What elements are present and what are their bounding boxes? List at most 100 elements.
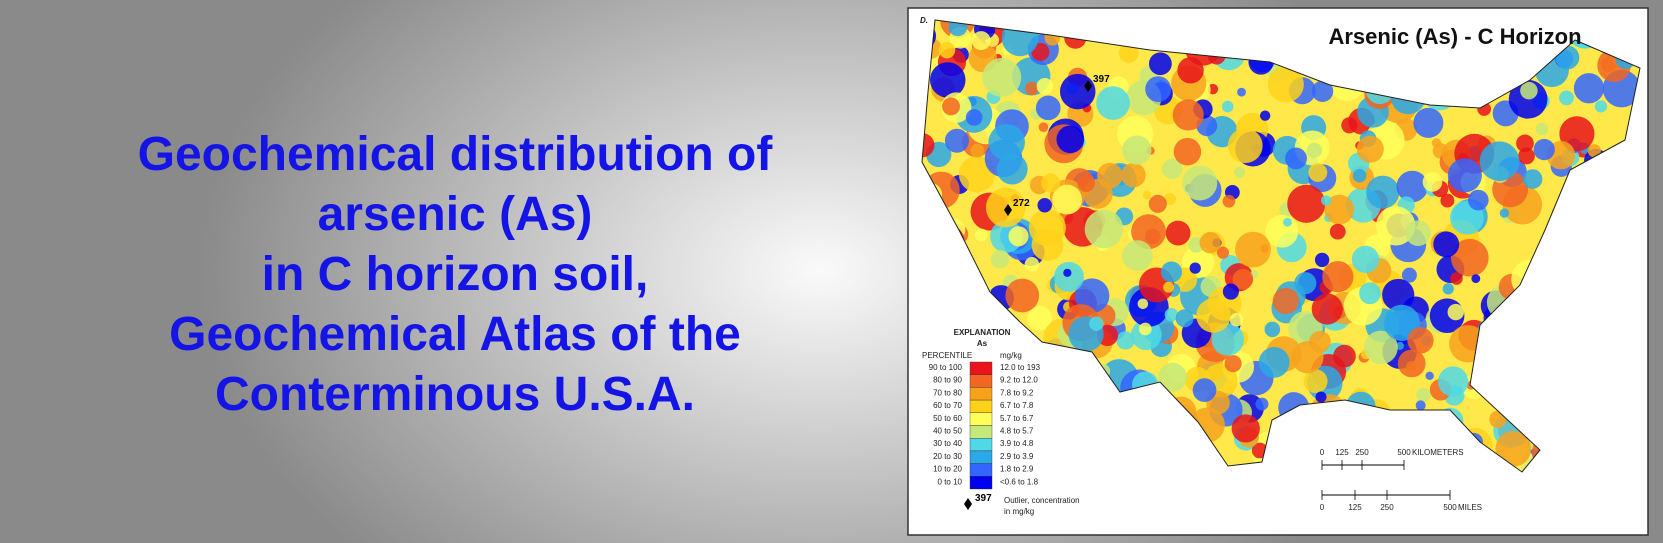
legend-percentile: 90 to 100: [929, 363, 963, 372]
scale-label: 250: [1355, 448, 1369, 457]
scale-label: 500: [1443, 503, 1457, 512]
map-blob: [1522, 169, 1543, 189]
legend-range: 3.9 to 4.8: [1000, 439, 1034, 448]
map-blob: [1097, 162, 1123, 189]
legend-swatch: [969, 399, 993, 414]
map-blob: [1308, 163, 1328, 182]
legend-percentile-header: PERCENTILE: [922, 351, 972, 360]
map-blob: [1131, 214, 1166, 250]
map-blob: [1074, 278, 1110, 313]
map-blob: [1352, 168, 1367, 183]
map-blob: [1142, 190, 1152, 200]
map-blob: [1264, 321, 1281, 338]
legend-percentile: 0 to 10: [938, 477, 963, 486]
map-blob: [1096, 86, 1130, 120]
map-blob: [1063, 268, 1072, 277]
legend-outlier-value: 397: [975, 493, 992, 504]
scale-label: 500: [1397, 448, 1411, 457]
map-blob: [1415, 400, 1426, 411]
map-blob: [990, 249, 1010, 269]
map-blob: [1499, 208, 1510, 218]
map-blob: [1148, 194, 1167, 213]
legend-percentile: 60 to 70: [933, 401, 962, 410]
legend-swatch: [969, 438, 993, 452]
map-blob: [1533, 138, 1555, 161]
panel-label: D.: [920, 16, 928, 25]
legend-range: 2.9 to 3.9: [1000, 452, 1034, 461]
map-blob: [1272, 287, 1299, 315]
map-title: Arsenic (As) - C Horizon: [1328, 24, 1581, 49]
map-blob: [1148, 52, 1172, 76]
map-blob: [1382, 278, 1415, 312]
map-blob: [1559, 90, 1574, 106]
map-blob: [1324, 194, 1355, 225]
map-blob: [1122, 135, 1152, 165]
map-blob: [1189, 262, 1201, 274]
map-blob: [1222, 283, 1239, 300]
map-blob: [1587, 144, 1601, 158]
legend-swatch: [969, 463, 993, 477]
outlier-marker: [1004, 204, 1012, 216]
outlier-label: 272: [1013, 198, 1030, 209]
map-blob: [975, 228, 988, 242]
map-blob: [1052, 184, 1082, 215]
map-blob: [1041, 173, 1061, 193]
map-blob: [1431, 138, 1442, 148]
legend-swatch: [969, 450, 993, 464]
map-blob: [1479, 141, 1520, 182]
outlier-marker: [1084, 80, 1092, 92]
map-blob: [1089, 316, 1104, 331]
map-blob: [1121, 162, 1146, 188]
map-blob: [1405, 220, 1432, 247]
map-blob: [1037, 197, 1052, 213]
map-blob: [1359, 282, 1381, 305]
legend-outlier-text: Outlier, concentration: [1004, 496, 1080, 505]
map-blob: [1450, 238, 1489, 277]
map-blob: [1376, 206, 1416, 246]
legend-percentile: 30 to 40: [933, 439, 962, 448]
map-blob: [1311, 80, 1334, 102]
map-blob: [1450, 272, 1463, 285]
map-blob: [944, 128, 969, 153]
map-blob: [1056, 125, 1085, 154]
map-blob: [1027, 305, 1052, 331]
map-blob: [965, 109, 983, 126]
map-blob: [1008, 226, 1029, 247]
map-blob: [1196, 298, 1231, 333]
map-blob: [1232, 268, 1254, 290]
map-blob: [1395, 341, 1404, 350]
map-blob: [1401, 267, 1417, 283]
legend-percentile: 10 to 20: [933, 465, 962, 474]
map-blob: [982, 57, 1022, 97]
map-blob: [1437, 366, 1469, 397]
map-blob: [1333, 344, 1356, 368]
map-blob: [1422, 172, 1443, 192]
map-blob: [1425, 371, 1434, 380]
map-blob: [1442, 283, 1454, 295]
map-blob: [1235, 231, 1271, 268]
map-blob: [1165, 220, 1191, 246]
map-blob: [1341, 117, 1358, 134]
legend-percentile: 40 to 50: [933, 427, 962, 436]
map-blob: [1267, 66, 1304, 103]
legend-percentile: 20 to 30: [933, 452, 962, 461]
slide-title-line: Geochemical distribution of: [138, 128, 774, 181]
legend-swatch: [969, 425, 993, 439]
map-blob: [1145, 76, 1172, 103]
map-blob: [1116, 331, 1135, 350]
map-blob: [1053, 261, 1084, 292]
legend-range: 1.8 to 2.9: [1000, 465, 1034, 474]
map-blob: [1320, 195, 1332, 206]
map-blob: [971, 31, 991, 51]
scale-unit: KILOMETERS: [1412, 448, 1464, 457]
slide-title-line: Conterminous U.S.A.: [215, 368, 695, 421]
map-blob: [1172, 99, 1204, 131]
map-blob: [1199, 231, 1221, 254]
map-blob: [1177, 57, 1204, 84]
map-blob: [1031, 229, 1064, 262]
map-blob: [1516, 134, 1534, 153]
map-blob: [1309, 330, 1331, 353]
map-blob: [1059, 73, 1096, 110]
outlier-label: 397: [1093, 74, 1110, 85]
